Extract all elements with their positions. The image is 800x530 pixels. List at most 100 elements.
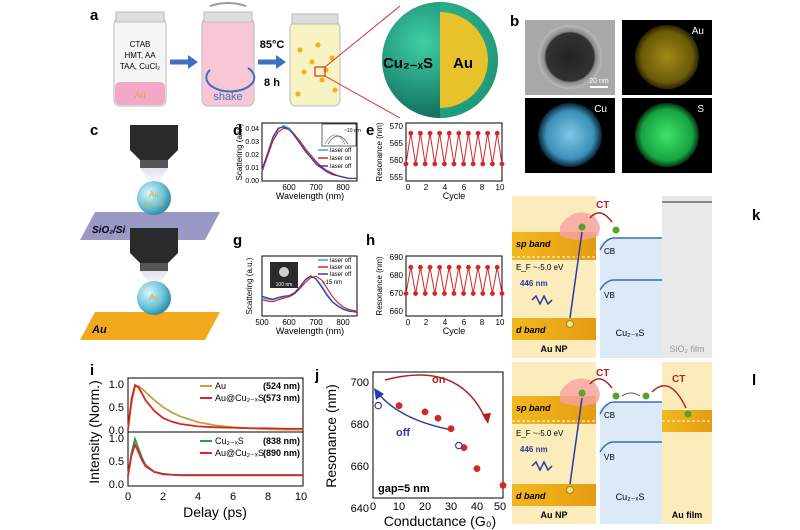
particle-au-label: Au — [149, 293, 159, 302]
temperature-label: 85°C — [260, 39, 285, 51]
wavelength-label: 446 nm — [520, 279, 548, 288]
sp-band-label: sp band — [516, 239, 551, 249]
x-ticks: 0 10 20 30 40 50 — [370, 501, 506, 513]
panel-label-h: h — [366, 232, 375, 249]
zoom-line-bottom — [324, 75, 401, 119]
photon-wave-icon — [531, 294, 553, 306]
excitation-arrow — [569, 397, 583, 485]
panel-b-eds-maps: 20 nm Au Cu S — [525, 20, 712, 173]
core-label: Au — [453, 55, 473, 72]
vial-2-cap — [203, 11, 253, 23]
d-band-label: d band — [516, 491, 546, 501]
series-line — [127, 442, 303, 477]
panel-label-c: c — [90, 122, 98, 139]
tem-particle — [538, 25, 602, 89]
data-point — [432, 161, 438, 167]
xtick: 4 — [443, 183, 448, 192]
substrate-sio2-si — [80, 212, 220, 240]
ytick: 570 — [390, 122, 404, 131]
legend-label: laser on — [330, 265, 351, 271]
y-ticks-top: 0.0 0.5 1.0 — [109, 379, 124, 437]
vial-1-cap — [115, 11, 165, 23]
xtick: 500 — [255, 318, 269, 327]
panel-label-b: b — [510, 13, 519, 30]
legend-wavelength: (524 nm) — [263, 381, 300, 391]
series-line — [261, 126, 357, 180]
data-point — [421, 408, 429, 416]
ytick: 0.0 — [109, 425, 124, 437]
tem-scale-bar — [590, 86, 608, 88]
hop-arrow — [621, 392, 641, 397]
data-point — [374, 401, 383, 410]
panel-label-g: g — [233, 232, 242, 249]
legend-wavelength: (838 nm) — [263, 436, 300, 446]
panel-label-e: e — [366, 122, 374, 139]
ytick: 680 — [351, 419, 369, 431]
data-point — [446, 130, 452, 136]
data-point — [437, 264, 443, 270]
d-band-label: d band — [516, 325, 546, 335]
data-point — [485, 130, 491, 136]
xtick: 40 — [471, 501, 483, 513]
legend-label: laser off — [330, 164, 352, 170]
data-point — [447, 425, 455, 433]
data-point — [422, 291, 428, 296]
legend-label: Au@Cu₂₋ₓS — [215, 448, 264, 458]
series-group — [261, 124, 357, 180]
ytick: 680 — [390, 271, 404, 280]
data-point — [434, 414, 442, 422]
data-point — [485, 264, 491, 270]
off-label: off — [396, 427, 410, 439]
data-point — [499, 161, 505, 167]
data-point — [422, 161, 428, 167]
plot-frame — [261, 255, 358, 317]
ytick: 555 — [390, 173, 404, 182]
xtick: 20 — [419, 501, 431, 513]
xtick: 6 — [230, 491, 236, 503]
series-line — [127, 383, 303, 430]
xtick: 50 — [494, 501, 506, 513]
plot-frame — [261, 122, 358, 182]
data-point — [456, 264, 462, 270]
substrate-label: Au — [91, 324, 107, 336]
y-ticks: 555 560 565 570 — [390, 122, 404, 182]
wavelength-label: 446 nm — [520, 445, 548, 454]
ytick: 0.5 — [109, 402, 124, 414]
xtick: 6 — [462, 318, 467, 327]
hole-icon — [566, 486, 574, 494]
ytick: 1.0 — [109, 379, 124, 391]
panel-e-chart: 555 560 565 570 0 2 4 6 8 10 Cycle Reson… — [375, 122, 505, 201]
series-group — [127, 383, 303, 431]
y-axis-label: Scattering (a.u.) — [245, 257, 254, 314]
objective-body — [130, 125, 178, 160]
off-arrow-head — [374, 388, 384, 400]
legend-label: Au — [215, 381, 226, 391]
data-point — [494, 130, 500, 136]
xtick: 6 — [462, 183, 467, 192]
panel-c-setup: Au Cu₂₋ₓS SiO₂/Si — [80, 125, 220, 240]
data-point — [451, 291, 457, 296]
series-group — [403, 130, 505, 167]
xtick: 0 — [406, 318, 411, 327]
panel-h-chart: 660 670 680 690 0 2 4 6 8 10 Cycle Reson… — [375, 253, 505, 336]
vial-1-au-label: Au — [134, 90, 145, 100]
vial-1-text-line-3: TAA, CuCl₂ — [120, 62, 160, 71]
cb-band — [600, 238, 662, 358]
series-line — [261, 275, 358, 313]
ct-label-1: CT — [596, 368, 609, 379]
x-ticks: 0 2 4 6 8 10 — [406, 183, 505, 192]
data-point — [465, 130, 471, 136]
au-map-label: Au — [692, 26, 704, 37]
panel-label-i: i — [90, 362, 94, 379]
x-ticks: 0 2 4 6 8 10 — [406, 318, 505, 327]
cb-band — [600, 402, 662, 524]
vb-label: VB — [604, 453, 615, 462]
legend-top: Au (524 nm) Au@Cu₂₋ₓS (573 nm) — [200, 381, 300, 403]
y-ticks: 0.00 0.01 0.02 0.03 0.04 — [245, 126, 259, 185]
x-axis-label: Delay (ps) — [183, 504, 247, 520]
vb-edge — [599, 441, 662, 453]
legend-label: laser off — [330, 258, 352, 264]
x-axis-label: Wavelength (nm) — [276, 191, 344, 201]
panel-f-setup: Au Au — [80, 228, 220, 340]
